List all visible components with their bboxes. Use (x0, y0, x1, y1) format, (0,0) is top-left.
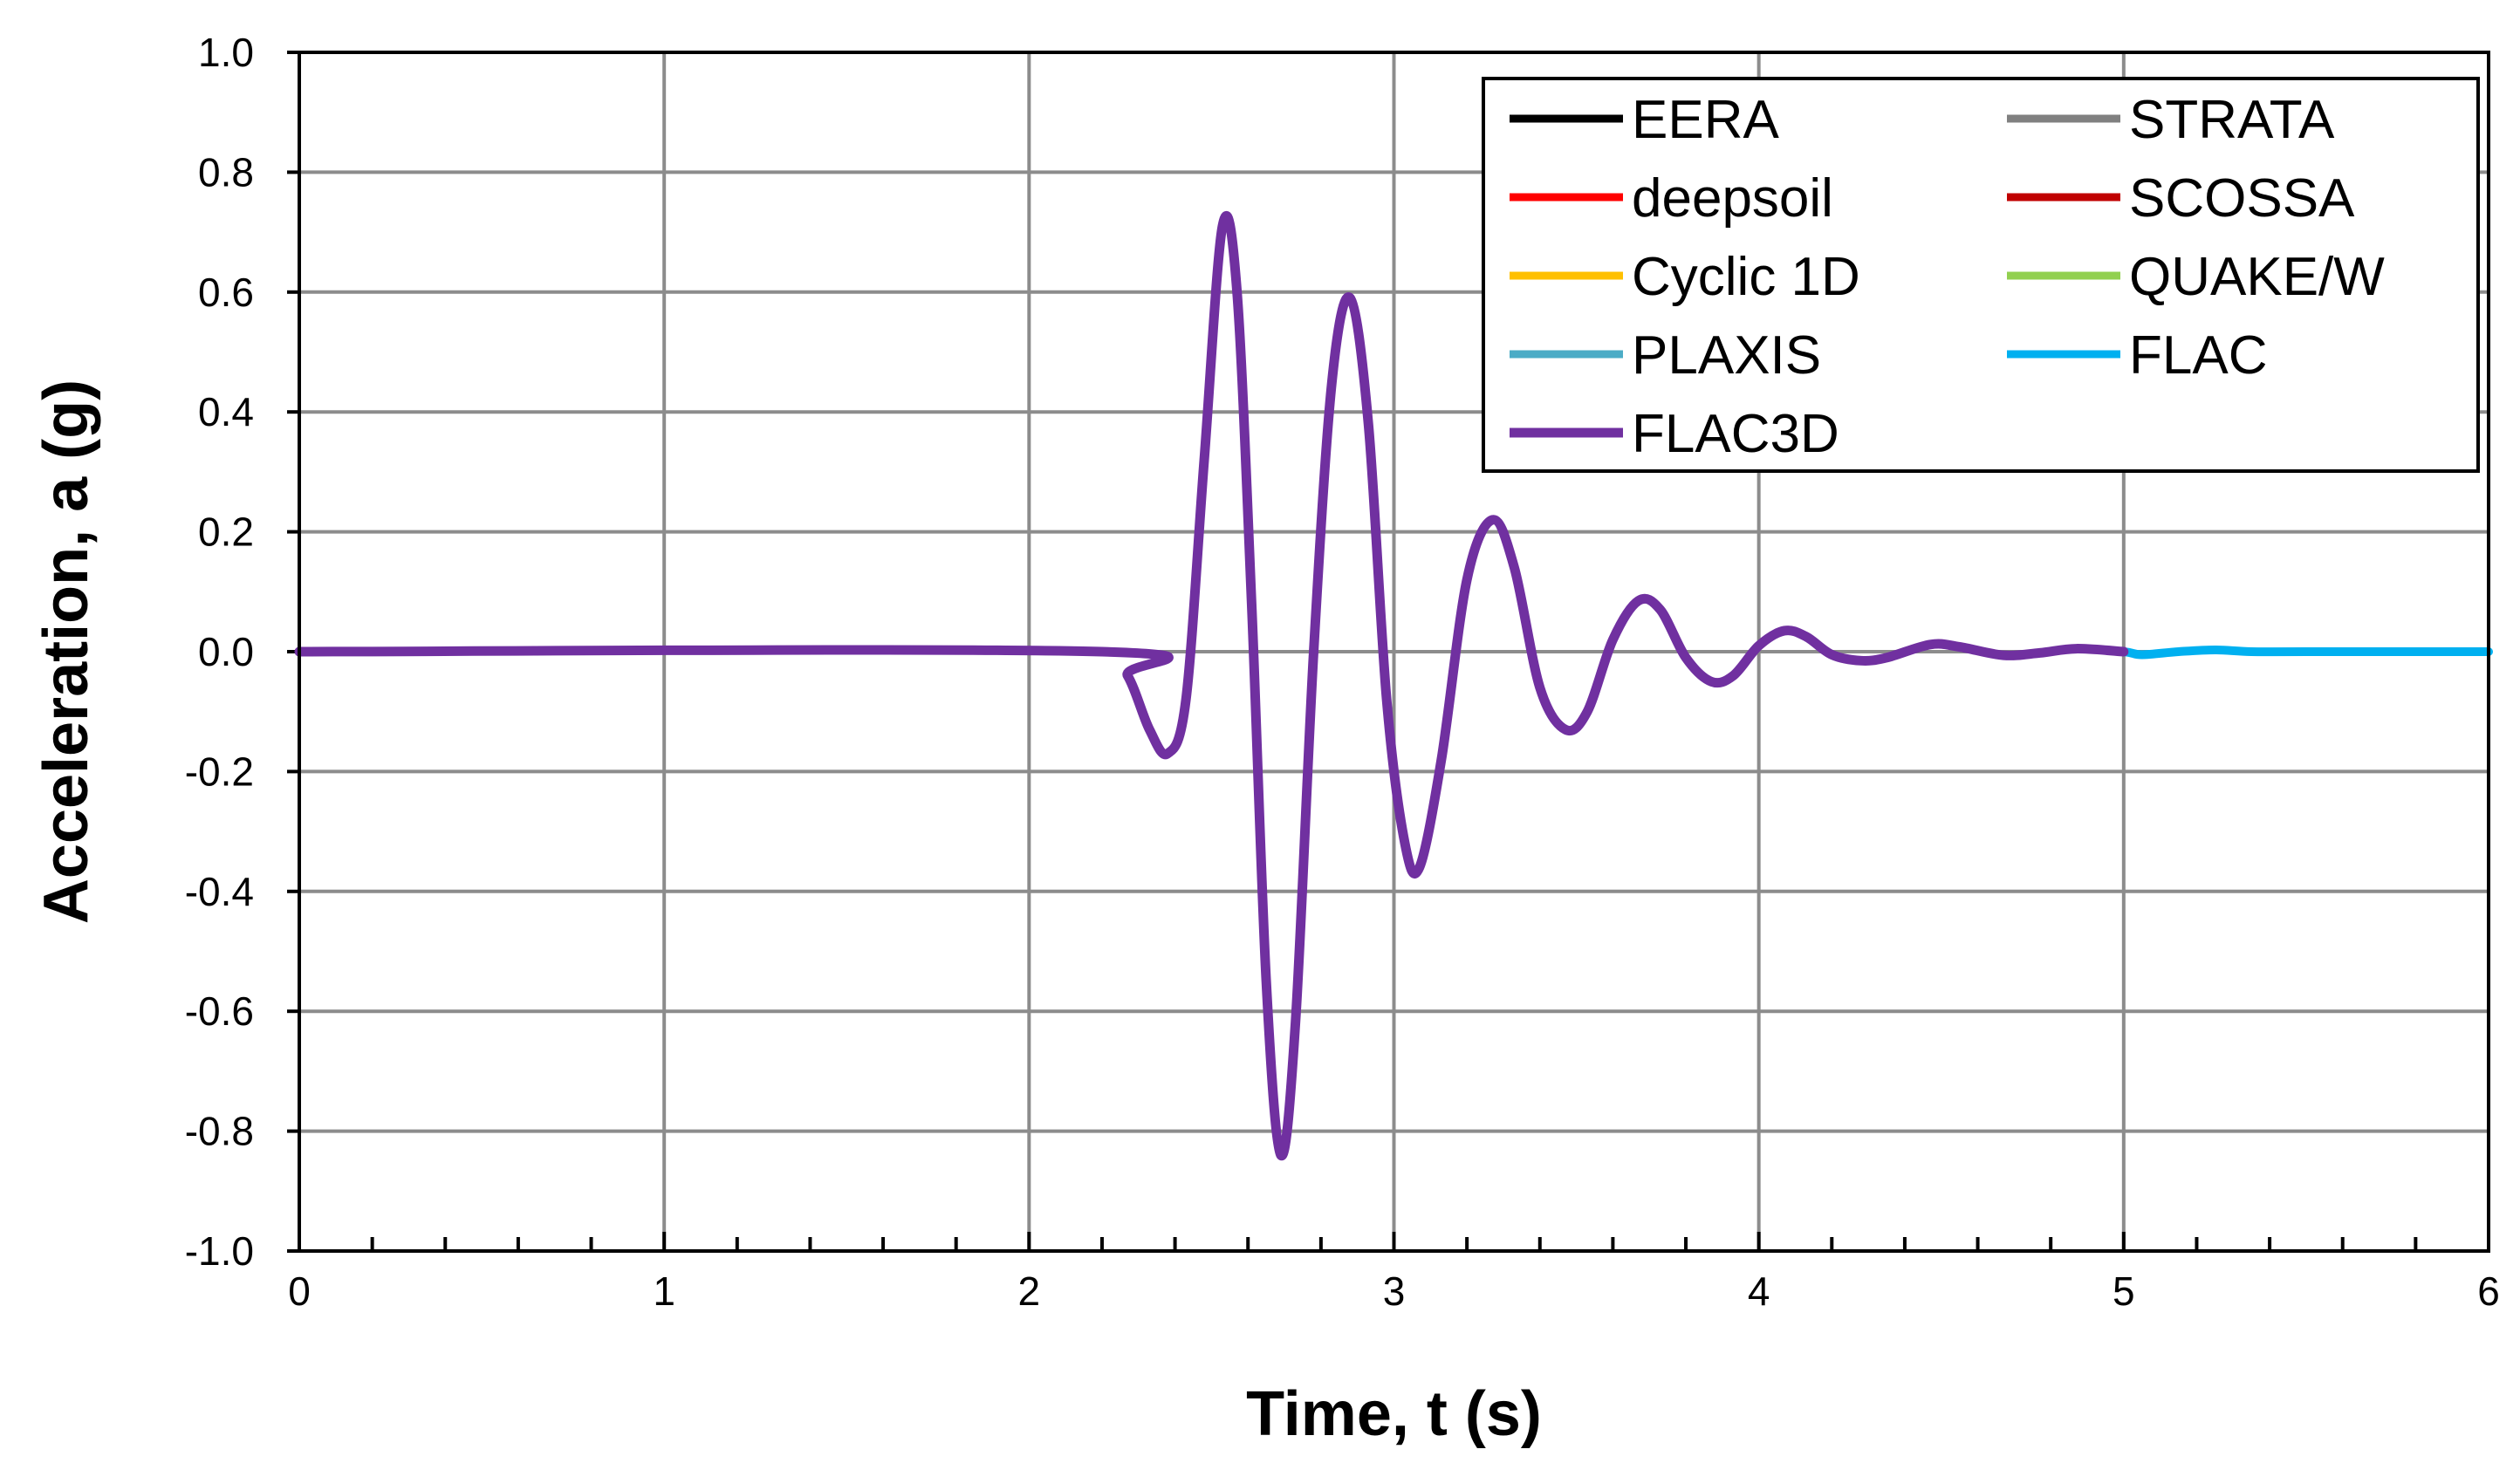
x-tick-label: 2 (1018, 1268, 1041, 1314)
y-tick-label: 0.4 (198, 389, 254, 434)
legend-label-deepsoil: deepsoil (1632, 168, 1833, 229)
x-tick-label: 4 (1748, 1268, 1770, 1314)
y-axis-title: Acceleration, a (g) (31, 379, 101, 924)
legend-label-flac3d: FLAC3D (1632, 404, 1839, 464)
x-tick-label: 1 (653, 1268, 675, 1314)
x-tick-label: 6 (2477, 1268, 2500, 1314)
legend-box (1482, 77, 2480, 473)
x-axis-title: Time, t (s) (1246, 1379, 1542, 1449)
series-lines (294, 210, 2493, 1161)
legend-label-flac: FLAC (2129, 325, 2267, 386)
x-tick-label: 0 (288, 1268, 311, 1314)
x-tick-labels: 0 1 2 3 4 5 6 (288, 1268, 2500, 1314)
legend-label-scossa: SCOSSA (2129, 168, 2355, 229)
y-tick-label: -0.8 (185, 1109, 254, 1154)
y-tick-label: -0.4 (185, 869, 254, 914)
y-tick-label: 0.8 (198, 149, 254, 195)
y-tick-label: -1.0 (185, 1228, 254, 1274)
y-tick-label: 0.6 (198, 270, 254, 315)
plot-area-frame (298, 51, 2490, 1253)
y-tick-label: -0.6 (185, 988, 254, 1034)
legend-label-eera: EERA (1632, 90, 1779, 150)
y-tick-label: 0.0 (198, 629, 254, 674)
y-tick-label: 0.2 (198, 509, 254, 555)
x-tick-label: 5 (2113, 1268, 2135, 1314)
y-tick-label: 1.0 (198, 30, 254, 75)
y-tick-label: -0.2 (185, 749, 254, 794)
x-tick-label: 3 (1383, 1268, 1406, 1314)
legend-label-cyclic-1d: Cyclic 1D (1632, 247, 1860, 307)
y-tick-labels: 1.0 0.8 0.6 0.4 0.2 0.0 -0.2 -0.4 -0.6 -0.8 -1.0 (185, 30, 254, 1274)
series-line-flac3d (294, 210, 2129, 1161)
legend-label-quake-w: QUAKE/W (2129, 247, 2385, 307)
legend-label-plaxis: PLAXIS (1632, 325, 1821, 386)
legend-label-strata: STRATA (2129, 90, 2335, 150)
legend: EERA STRATA deepsoil SCOSSA Cyclic 1D QUAKE/W… (1482, 77, 2480, 473)
